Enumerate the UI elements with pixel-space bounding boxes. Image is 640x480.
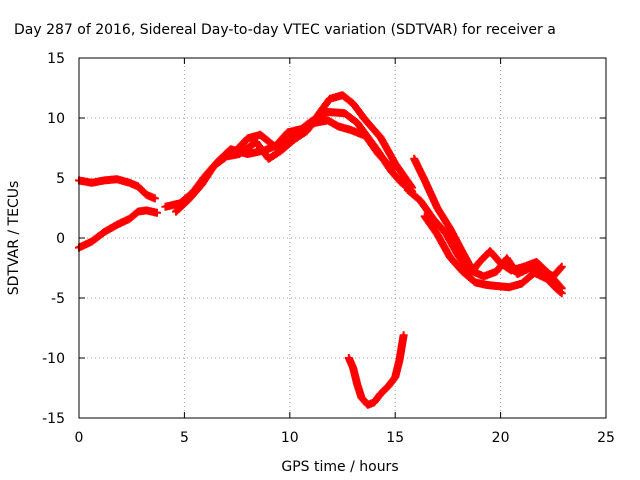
data-point-marker bbox=[387, 164, 396, 173]
series-track-1 bbox=[75, 175, 159, 203]
series-track-8 bbox=[420, 212, 566, 298]
data-point-marker bbox=[557, 262, 566, 271]
y-tick-label: 10 bbox=[47, 111, 65, 127]
series-track-3 bbox=[161, 108, 417, 211]
x-axis-label: GPS time / hours bbox=[281, 459, 398, 475]
grid-lines bbox=[79, 58, 606, 418]
data-points bbox=[75, 91, 566, 409]
series-track-7 bbox=[403, 186, 566, 293]
y-axis-label: SDTVAR / TECUs bbox=[6, 181, 22, 296]
series-track-4 bbox=[171, 91, 417, 216]
data-point-marker bbox=[152, 208, 161, 217]
y-tick-label: 0 bbox=[56, 231, 65, 247]
data-point-marker bbox=[556, 288, 565, 296]
tick-labels: 0 5 10 15 20 25 -15 -10 -5 0 5 10 15 bbox=[42, 51, 615, 446]
y-tick-label: -10 bbox=[42, 351, 65, 367]
x-tick-label: 15 bbox=[386, 430, 404, 446]
data-point-marker bbox=[557, 289, 566, 298]
x-tick-label: 5 bbox=[180, 430, 189, 446]
chart-title: Day 287 of 2016, Sidereal Day-to-day VTE… bbox=[14, 22, 556, 38]
series-track-2 bbox=[75, 206, 161, 252]
data-point-marker bbox=[556, 264, 565, 272]
series-track-9 bbox=[344, 331, 408, 409]
data-point-marker bbox=[399, 331, 408, 340]
y-tick-label: -5 bbox=[51, 291, 65, 307]
y-tick-label: 15 bbox=[47, 51, 65, 67]
data-point-marker bbox=[389, 165, 398, 174]
x-tick-label: 20 bbox=[492, 430, 510, 446]
x-tick-label: 0 bbox=[75, 430, 84, 446]
x-tick-label: 10 bbox=[281, 430, 299, 446]
plot-border bbox=[78, 57, 607, 419]
x-tick-label: 25 bbox=[597, 430, 615, 446]
y-tick-label: 5 bbox=[56, 171, 65, 187]
series-track-5 bbox=[230, 116, 398, 174]
y-tick-label: -15 bbox=[42, 411, 65, 427]
data-point-marker bbox=[150, 194, 159, 203]
